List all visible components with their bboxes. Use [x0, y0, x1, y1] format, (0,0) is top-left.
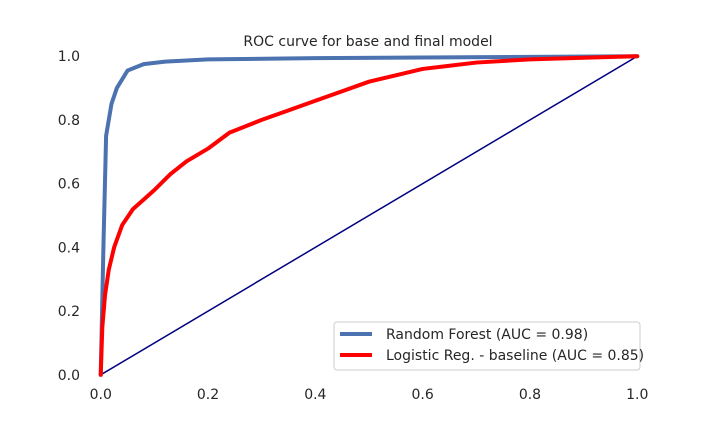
logistic-regression-roc-line: [98, 54, 640, 377]
y-tick-label: 0.2: [58, 304, 80, 320]
y-tick-label: 0.8: [58, 113, 80, 129]
y-tick-label: 0.4: [58, 240, 80, 256]
legend-label: Logistic Reg. - baseline (AUC = 0.85): [386, 348, 644, 364]
legend: Random Forest (AUC = 0.98) Logistic Reg. …: [333, 321, 644, 371]
x-tick-label: 0.6: [412, 387, 434, 403]
chance-diagonal-line: [99, 55, 639, 376]
plot-area: [98, 54, 640, 377]
y-tick-label: 1.0: [58, 49, 80, 65]
legend-label: Random Forest (AUC = 0.98): [386, 327, 588, 343]
x-tick-label: 1.0: [626, 387, 648, 403]
y-tick-label: 0.0: [58, 368, 80, 384]
x-tick-label: 0.4: [304, 387, 326, 403]
y-axis-ticks: 0.0 0.2 0.4 0.6 0.8 1.0: [58, 49, 80, 384]
random-forest-roc-line: [98, 54, 640, 377]
y-tick-label: 0.6: [58, 177, 80, 193]
x-tick-label: 0.8: [519, 387, 541, 403]
x-axis-ticks: 0.0 0.2 0.4 0.6 0.8 1.0: [90, 387, 649, 403]
x-tick-label: 0.0: [90, 387, 112, 403]
chart-title: ROC curve for base and final model: [243, 34, 492, 50]
legend-box: [333, 321, 641, 371]
x-tick-label: 0.2: [197, 387, 219, 403]
